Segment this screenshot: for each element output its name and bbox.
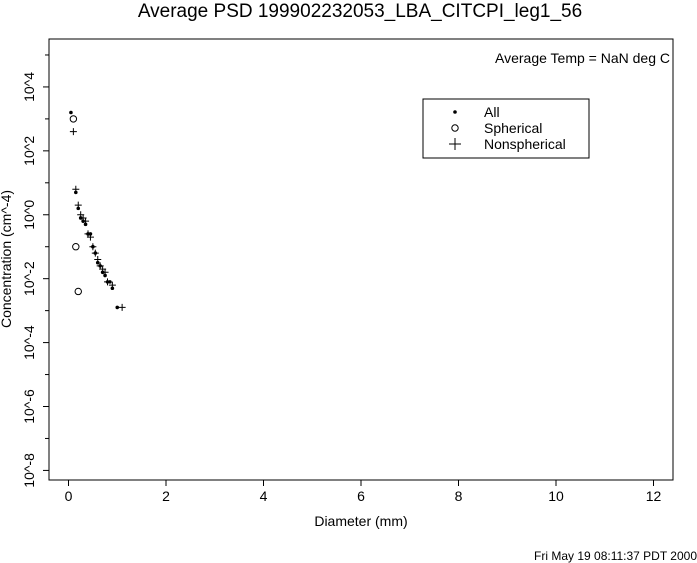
nonspherical-point [101, 268, 109, 276]
x-tick-label: 12 [646, 488, 662, 504]
legend: All Spherical Nonspherical [422, 98, 590, 159]
nonspherical-point [89, 243, 97, 251]
x-axis: 0 2 4 6 8 10 12 [65, 480, 662, 504]
y-axis-label: Concentration (cm^-4) [0, 190, 14, 328]
x-tick-label: 2 [162, 488, 170, 504]
chart-title: Average PSD 199902232053_LBA_CITCPI_leg1… [138, 1, 582, 22]
nonspherical-point [118, 303, 126, 311]
legend-marker-nonspherical [449, 138, 461, 150]
timestamp: Fri May 19 08:11:37 PDT 2000 [534, 549, 697, 563]
x-tick-label: 0 [65, 488, 73, 504]
nonspherical-point [82, 217, 90, 225]
nonspherical-point [74, 201, 82, 209]
legend-marker-all [453, 110, 457, 114]
nonspherical-point [94, 256, 102, 263]
y-tick-label: 10^0 [21, 200, 37, 230]
data-points [69, 110, 126, 311]
y-tick-label: 10^2 [21, 136, 37, 166]
legend-box [422, 98, 590, 159]
y-tick-label: 10^-2 [21, 261, 37, 296]
nonspherical-point [72, 185, 80, 193]
x-tick-label: 8 [455, 488, 463, 504]
spherical-point [74, 287, 82, 296]
all-point [115, 305, 120, 310]
x-tick-label: 6 [357, 488, 365, 504]
nonspherical-point [69, 128, 77, 136]
temperature-annotation: Average Temp = NaN deg C [495, 50, 670, 66]
y-tick-label: 10^-8 [21, 453, 37, 488]
nonspherical-point [91, 249, 99, 257]
legend-label-spherical: Spherical [484, 120, 542, 136]
y-axis: 10^-8 10^-6 10^-4 10^-2 10^0 10^2 10^4 [21, 54, 49, 488]
legend-marker-spherical [451, 124, 459, 132]
spherical-point [69, 115, 78, 123]
all-point [69, 110, 73, 115]
legend-label-all: All [484, 104, 500, 120]
nonspherical-point [108, 281, 116, 289]
x-tick-label: 10 [548, 488, 564, 504]
spherical-point [72, 243, 80, 251]
legend-label-nonspherical: Nonspherical [484, 136, 566, 152]
y-tick-label: 10^4 [21, 72, 37, 102]
y-tick-label: 10^-6 [21, 389, 37, 424]
y-tick-label: 10^-4 [21, 325, 37, 360]
nonspherical-point [86, 233, 94, 241]
x-axis-label: Diameter (mm) [314, 513, 407, 529]
nonspherical-point [104, 278, 111, 286]
x-tick-label: 4 [260, 488, 268, 504]
